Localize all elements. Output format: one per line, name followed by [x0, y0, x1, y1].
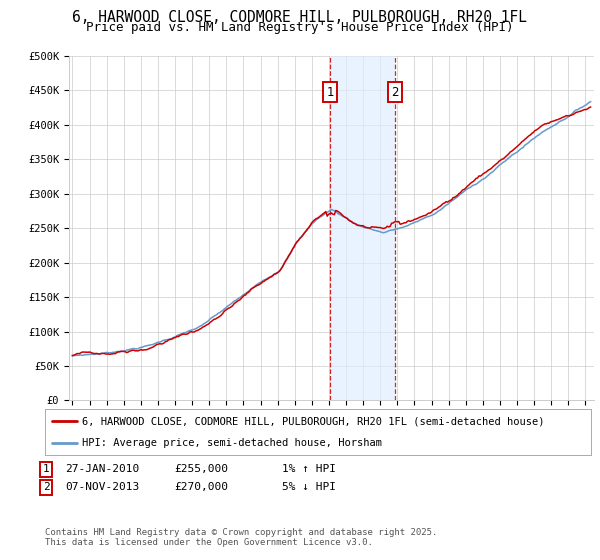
Text: 2: 2: [43, 482, 50, 492]
Text: Price paid vs. HM Land Registry's House Price Index (HPI): Price paid vs. HM Land Registry's House …: [86, 21, 514, 34]
Bar: [330, 56, 395, 400]
Text: Contains HM Land Registry data © Crown copyright and database right 2025.
This d: Contains HM Land Registry data © Crown c…: [45, 528, 437, 547]
Text: 5% ↓ HPI: 5% ↓ HPI: [282, 482, 336, 492]
Text: 6, HARWOOD CLOSE, CODMORE HILL, PULBOROUGH, RH20 1FL: 6, HARWOOD CLOSE, CODMORE HILL, PULBOROU…: [73, 10, 527, 25]
Text: 1: 1: [326, 86, 334, 99]
Text: £270,000: £270,000: [174, 482, 228, 492]
Text: 1% ↑ HPI: 1% ↑ HPI: [282, 464, 336, 474]
Text: 2: 2: [391, 86, 398, 99]
Text: 07-NOV-2013: 07-NOV-2013: [65, 482, 139, 492]
Text: 1: 1: [43, 464, 50, 474]
Text: £255,000: £255,000: [174, 464, 228, 474]
Text: 27-JAN-2010: 27-JAN-2010: [65, 464, 139, 474]
Text: 6, HARWOOD CLOSE, CODMORE HILL, PULBOROUGH, RH20 1FL (semi-detached house): 6, HARWOOD CLOSE, CODMORE HILL, PULBOROU…: [82, 416, 545, 426]
Text: HPI: Average price, semi-detached house, Horsham: HPI: Average price, semi-detached house,…: [82, 438, 382, 448]
